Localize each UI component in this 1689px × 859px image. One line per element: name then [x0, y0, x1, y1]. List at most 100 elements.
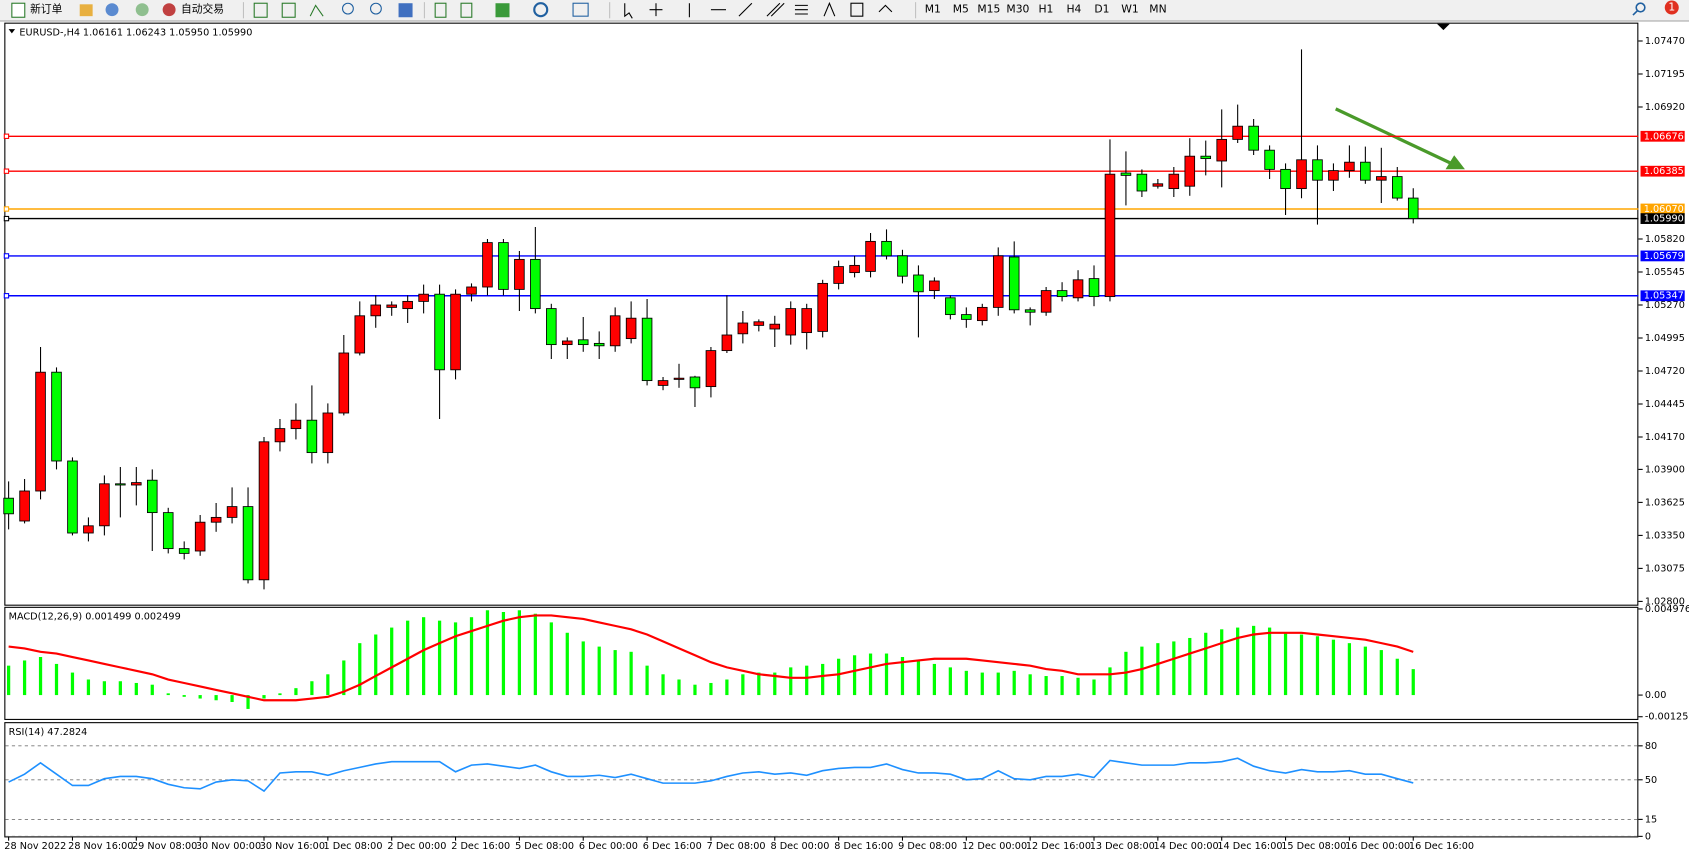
macd-bar [980, 672, 984, 696]
horizontal-line-label: 1.05679 [1644, 251, 1684, 262]
macd-bar [709, 682, 713, 696]
macd-bar [613, 650, 617, 696]
icon[interactable] [281, 2, 296, 18]
new-order-button[interactable]: 新订单 [11, 2, 63, 18]
icon[interactable] [434, 2, 447, 18]
candle-body [1328, 170, 1339, 181]
macd-bar [661, 674, 665, 696]
y-tick-label: 0.00 [1645, 690, 1667, 701]
horizontal-line-tag [1640, 130, 1685, 142]
horizontal-line-tag [1640, 165, 1685, 177]
icon[interactable] [460, 2, 473, 18]
candle-body [146, 479, 158, 514]
y-tick-label: 1.04720 [1645, 366, 1685, 377]
timeframe-button[interactable]: H4 [1066, 3, 1081, 16]
macd-bar [1092, 679, 1096, 696]
candle-body [1360, 161, 1371, 181]
candle-body [1120, 172, 1132, 176]
search-icon[interactable] [1635, 2, 1646, 13]
current-price-line-tag [1640, 213, 1685, 224]
candle-body [242, 506, 254, 581]
macd-bar [1012, 670, 1016, 696]
timeframe-button[interactable]: D1 [1094, 3, 1109, 16]
label-tool[interactable] [850, 2, 864, 17]
macd-pane [4, 606, 1639, 720]
text-tool[interactable] [823, 1, 836, 17]
icon[interactable] [572, 2, 589, 17]
candle-body [705, 350, 717, 388]
horizontal-line-label: 1.06070 [1644, 204, 1684, 215]
macd-bar [1379, 650, 1383, 696]
icon[interactable] [533, 2, 549, 18]
arrow-tool[interactable] [878, 4, 893, 13]
candle-body [769, 323, 781, 330]
macd-bar [805, 665, 809, 696]
timeframe-button[interactable]: W1 [1121, 3, 1138, 16]
icon[interactable] [105, 3, 119, 17]
candle-body [1376, 176, 1387, 181]
candle-body [434, 293, 445, 371]
macd-bar [581, 641, 585, 696]
toolbar: 新订单 自动交易 M1 M5 M15 M30 H1 H4 D1 W1 M [0, 0, 1689, 22]
candle-body [849, 264, 860, 274]
macd-title: MACD(12,26,9) 0.001499 0.002499 [9, 611, 181, 622]
icon[interactable] [398, 3, 413, 18]
candle-body [258, 441, 270, 581]
shift-marker [1436, 23, 1450, 31]
macd-bar [1156, 643, 1160, 696]
macd-bar [118, 681, 122, 696]
macd-bar [837, 658, 841, 696]
icon [162, 3, 176, 17]
macd-bar [884, 653, 889, 696]
icon[interactable] [135, 3, 149, 17]
fibo-tool[interactable] [794, 4, 808, 15]
candle-body [945, 297, 956, 316]
icon[interactable] [253, 2, 268, 18]
trendline-tool[interactable] [738, 2, 753, 17]
timeframe-button[interactable]: M1 [925, 3, 941, 16]
macd-bar [996, 672, 1000, 696]
y-tick-label: 15 [1645, 814, 1657, 825]
current-price-line-label: 1.05990 [1644, 214, 1684, 225]
candle-body [131, 482, 142, 486]
timeframe-button[interactable]: H1 [1038, 3, 1053, 16]
candle-body [1104, 173, 1116, 298]
candle-body [418, 293, 429, 302]
candle-body [1280, 168, 1291, 190]
macd-bar [294, 688, 298, 696]
y-tick-label: 1.05545 [1645, 267, 1685, 278]
macd-bar [437, 620, 442, 696]
channel-tool[interactable] [766, 2, 785, 17]
candle-body [530, 258, 541, 310]
candle-body [721, 334, 733, 352]
macd-bar [1028, 674, 1032, 696]
y-tick-label: 1.05820 [1645, 234, 1685, 245]
x-tick-label: 2 Dec 00:00 [387, 841, 446, 852]
timeframe-button[interactable]: MN [1149, 3, 1166, 16]
icon [11, 2, 26, 18]
timeframe-button[interactable]: M15 [977, 3, 1000, 16]
crosshair-tool[interactable] [649, 3, 663, 17]
icon[interactable] [342, 2, 354, 15]
macd-bar [868, 653, 873, 696]
candle-body [1344, 161, 1355, 172]
candle-body [1184, 155, 1196, 187]
macd-bar [501, 611, 506, 696]
macd-bar [54, 663, 59, 696]
auto-trading-button[interactable]: 自动交易 [162, 3, 224, 17]
cursor-tool[interactable] [624, 3, 633, 19]
notifications[interactable]: 1 [1664, 0, 1679, 15]
icon[interactable] [495, 3, 510, 18]
icon[interactable] [370, 2, 382, 15]
candle-body [961, 314, 972, 320]
candle-body [1056, 290, 1068, 298]
macd-bar [1140, 646, 1144, 696]
icon[interactable] [309, 4, 324, 17]
trend-arrow-head [1445, 155, 1465, 170]
horizontal-line-tag [1640, 250, 1685, 262]
horizontal-line-label: 1.06676 [1644, 131, 1684, 142]
icon[interactable] [79, 4, 93, 17]
timeframe-button[interactable]: M5 [953, 3, 969, 16]
timeframe-button[interactable]: M30 [1006, 3, 1029, 16]
x-tick-label: 8 Dec 16:00 [834, 841, 893, 852]
